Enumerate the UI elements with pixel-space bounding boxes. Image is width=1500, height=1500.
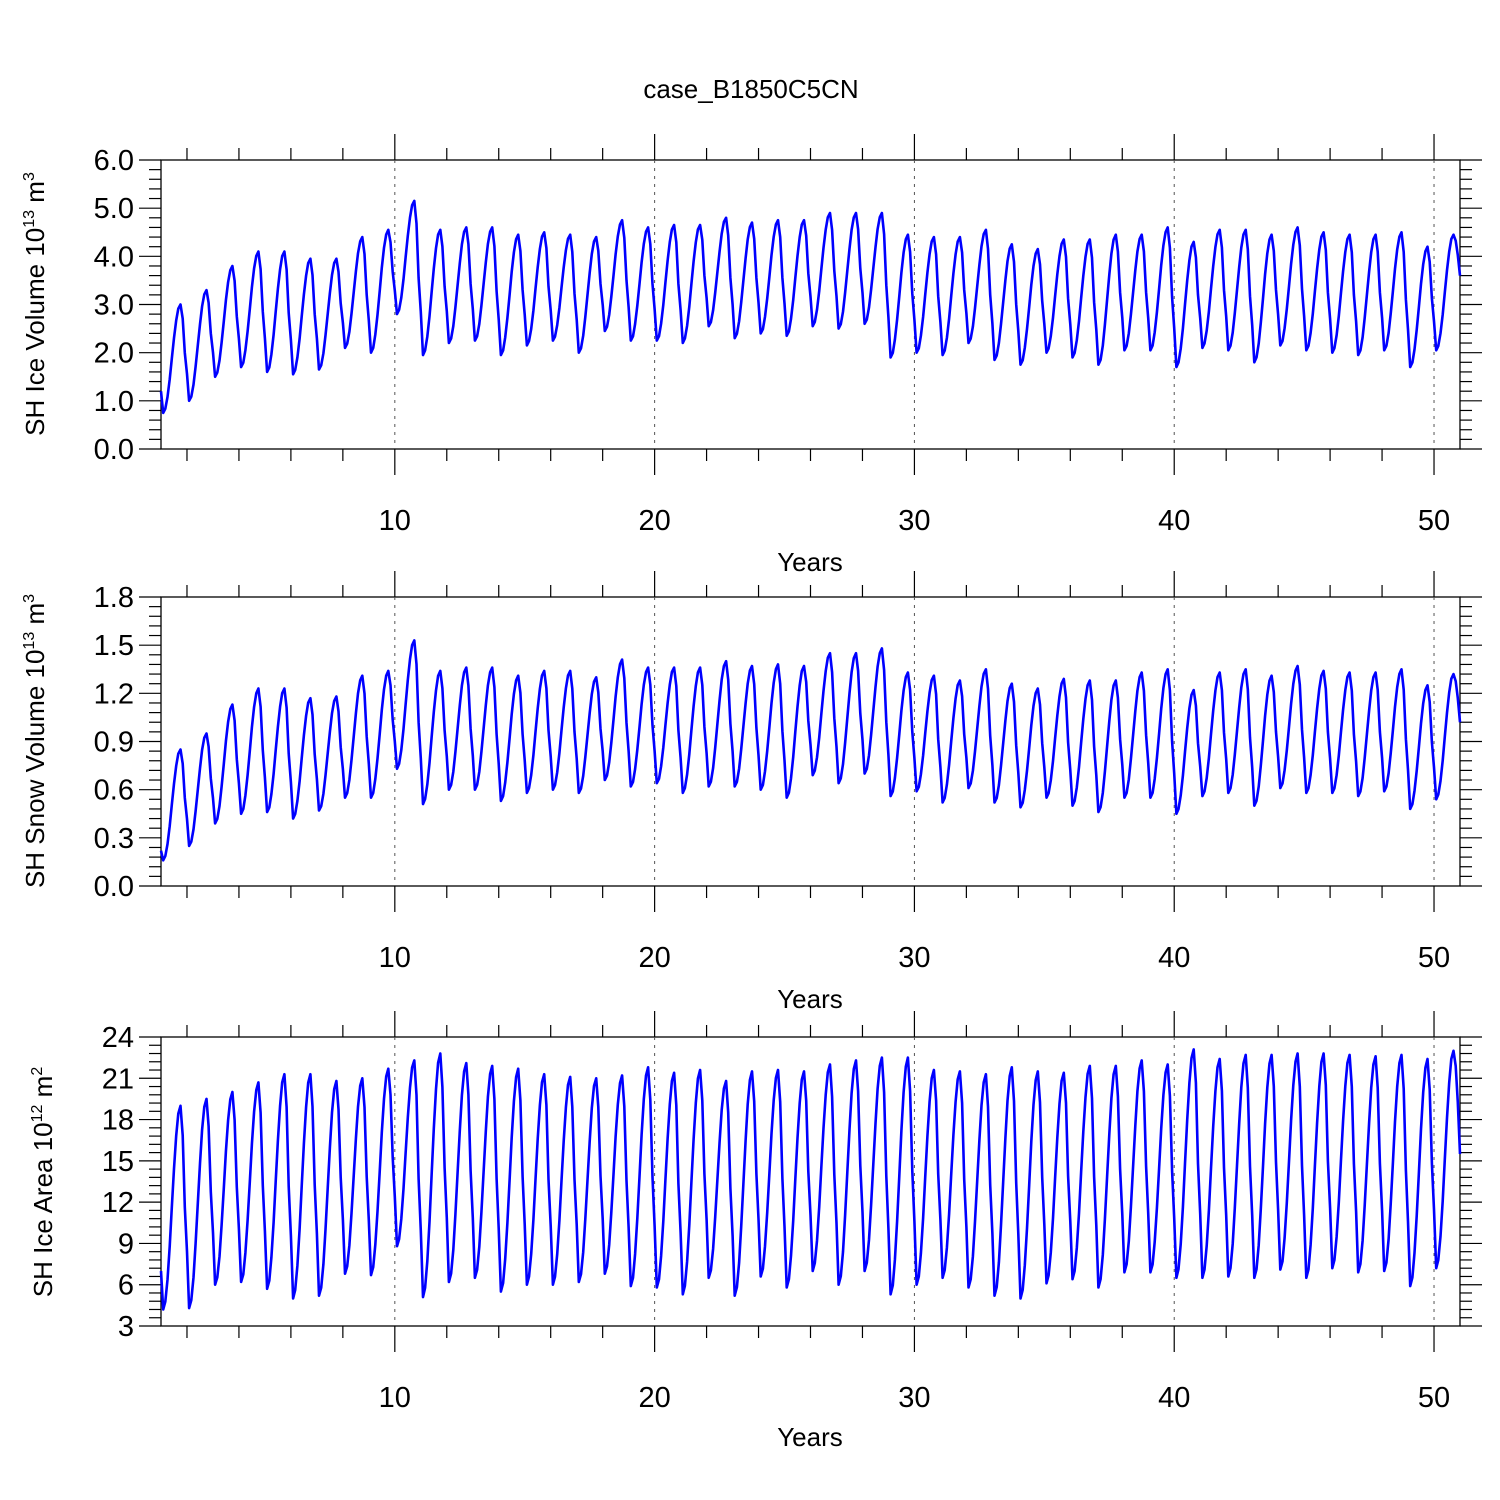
ice-area-x-tick-label: 20: [638, 1382, 670, 1414]
snow-volume-x-tick-label: 20: [638, 942, 670, 974]
snow-volume-y-tick-label: 0.9: [94, 727, 134, 759]
ice-area-panel: 3 6 9 12 15 18 21 24 10 20 30 40 50 Years SH Ice Ar…: [28, 1011, 1482, 1452]
ice-area-series-line: [159, 1048, 1462, 1311]
ice-area-y-tick-label: 18: [102, 1105, 134, 1137]
ice-area-y-axis-label: SH Ice Area 1012 m2: [28, 1067, 58, 1298]
snow-volume-x-tick-label: 10: [379, 942, 411, 974]
ice-area-x-tick-label: 10: [379, 1382, 411, 1414]
snow-volume-y-tick-label: 0.3: [94, 823, 134, 855]
snow-volume-panel: 0.0 0.3 0.6 0.9 1.2 1.5 1.8 10 20 30 40 50 Years S…: [20, 571, 1482, 1014]
snow-volume-y-tick-label: 0.0: [94, 871, 134, 903]
ice-volume-x-axis-label: Years: [777, 547, 843, 577]
ice-area-x-tick-label: 30: [898, 1382, 930, 1414]
snow-volume-y-axis-label: SH Snow Volume 1013 m3: [20, 594, 50, 888]
snow-volume-series-line: [159, 639, 1462, 862]
ice-volume-x-tick-label: 10: [379, 505, 411, 537]
snow-volume-x-tick-label: 30: [898, 942, 930, 974]
ice-volume-x-tick-label: 20: [638, 505, 670, 537]
ice-area-y-tick-label: 6: [118, 1270, 134, 1302]
snow-volume-y-tick-label: 1.2: [94, 678, 134, 710]
ice-area-plot-frame: [160, 1036, 1461, 1327]
ice-volume-y-tick-label: 6.0: [94, 145, 134, 177]
ice-volume-panel: 0.0 1.0 2.0 3.0 4.0 5.0 6.0 10 20 30 40 50 Years S…: [20, 134, 1482, 577]
snow-volume-x-tick-label: 40: [1158, 942, 1190, 974]
ice-area-x-tick-label: 40: [1158, 1382, 1190, 1414]
ice-area-y-tick-label: 21: [102, 1063, 134, 1095]
snow-volume-y-tick-label: 1.5: [94, 630, 134, 662]
ice-area-y-tick-label: 9: [118, 1228, 134, 1260]
ice-volume-y-tick-label: 3.0: [94, 290, 134, 322]
ice-area-y-tick-label: 3: [118, 1311, 134, 1343]
ice-volume-y-tick-label: 4.0: [94, 241, 134, 273]
snow-volume-x-tick-label: 50: [1418, 942, 1450, 974]
ice-area-x-axis-label: Years: [777, 1422, 843, 1452]
ice-volume-x-tick-label: 30: [898, 505, 930, 537]
ice-area-y-tick-label: 15: [102, 1146, 134, 1178]
snow-volume-x-axis-label: Years: [777, 984, 843, 1014]
ice-area-x-tick-label: 50: [1418, 1382, 1450, 1414]
ice-volume-x-tick-label: 40: [1158, 505, 1190, 537]
snow-volume-y-tick-label: 0.6: [94, 775, 134, 807]
ice-volume-x-tick-label: 50: [1418, 505, 1450, 537]
ice-volume-y-axis-label: SH Ice Volume 1013 m3: [20, 172, 50, 436]
ice-volume-y-tick-label: 1.0: [94, 386, 134, 418]
figure-title: case_B1850C5CN: [643, 74, 858, 104]
ice-volume-y-tick-label: 0.0: [94, 434, 134, 466]
snow-volume-y-tick-label: 1.8: [94, 582, 134, 614]
ice-volume-series-line: [159, 199, 1462, 415]
ice-area-y-tick-label: 12: [102, 1187, 134, 1219]
ice-volume-y-tick-label: 5.0: [94, 193, 134, 225]
ice-area-y-tick-label: 24: [102, 1022, 134, 1054]
ice-volume-y-tick-label: 2.0: [94, 338, 134, 370]
